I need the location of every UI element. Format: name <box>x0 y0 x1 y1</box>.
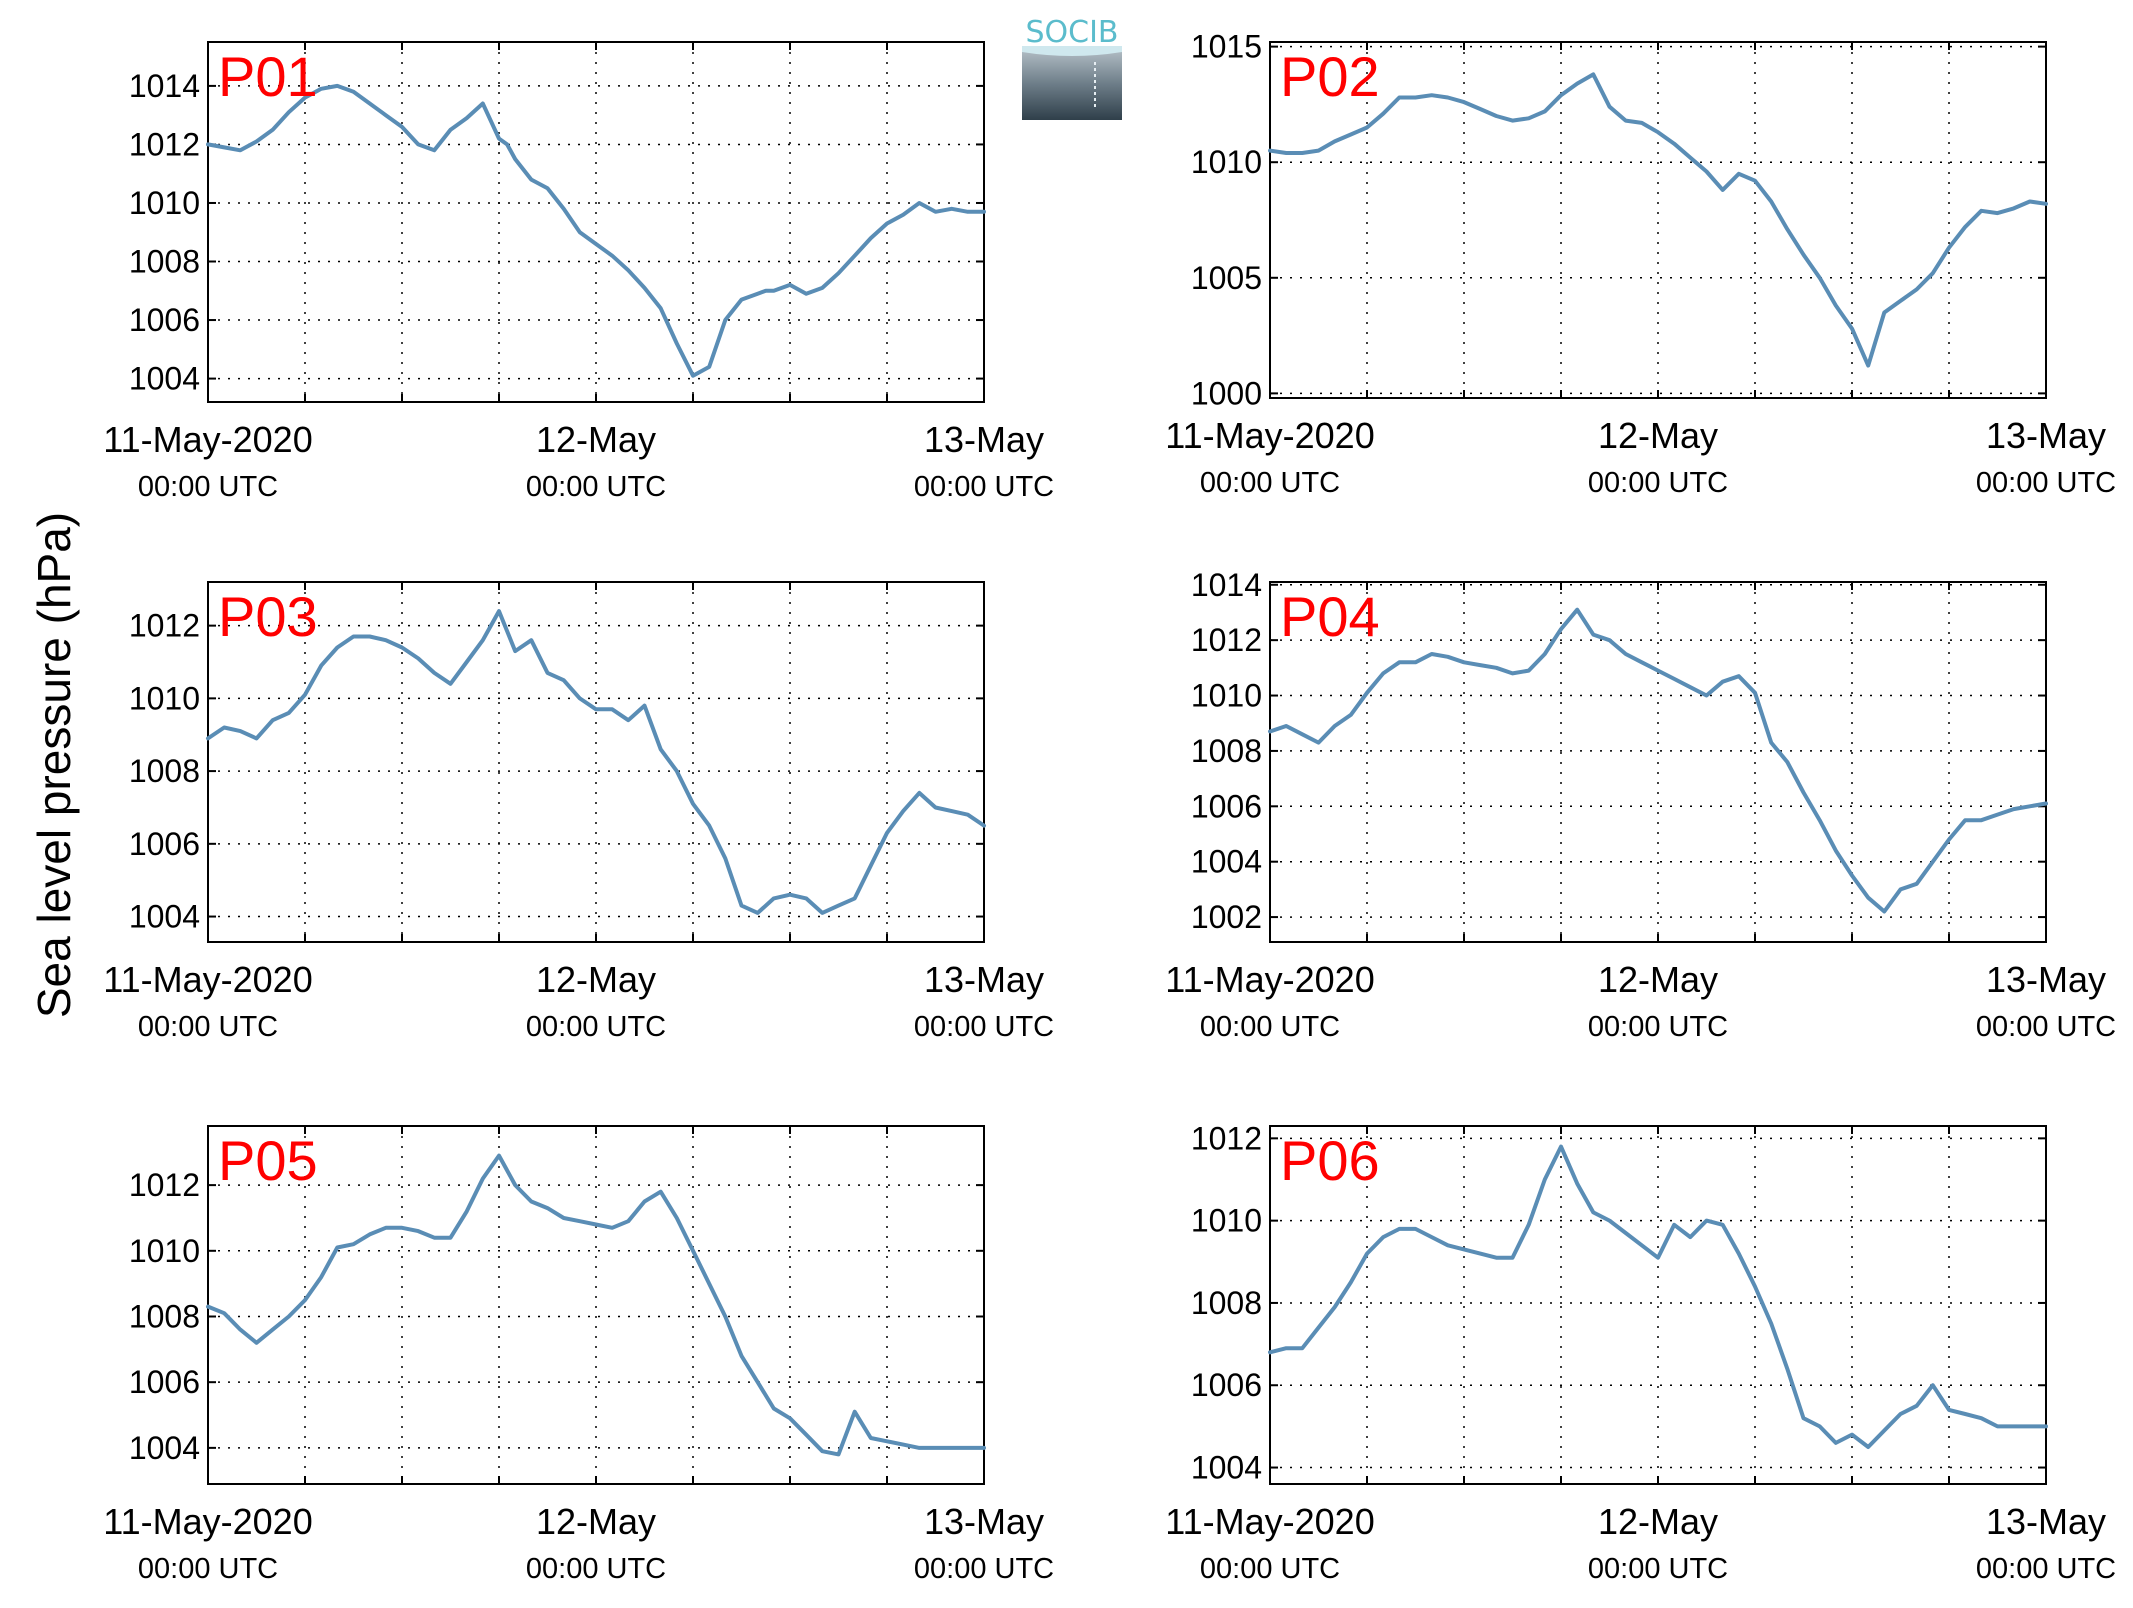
y-tick-label: 1012 <box>129 1167 200 1203</box>
x-tick-label: 11-May-2020 <box>103 419 312 460</box>
series-line <box>206 1153 986 1457</box>
logo-box <box>1022 46 1122 120</box>
y-tick-label: 1006 <box>129 302 200 338</box>
x-tick-label: 13-May <box>924 1501 1044 1542</box>
x-tick-label: 12-May <box>536 1501 656 1542</box>
x-tick-sublabel: 00:00 UTC <box>526 471 666 503</box>
x-tick-label: 11-May-2020 <box>1165 1501 1374 1542</box>
panel-label: P04 <box>1280 585 1380 648</box>
y-tick-label: 1010 <box>1191 1203 1262 1239</box>
y-tick-label: 1008 <box>129 244 200 280</box>
y-tick-label: 1010 <box>1191 144 1262 180</box>
x-tick-sublabel: 00:00 UTC <box>1200 1553 1340 1585</box>
x-tick-sublabel: 00:00 UTC <box>1588 1553 1728 1585</box>
y-tick-label: 1002 <box>1191 899 1262 935</box>
series-line <box>1268 1144 2048 1449</box>
x-tick-label: 12-May <box>536 959 656 1000</box>
x-tick-label: 13-May <box>1986 1501 2106 1542</box>
panel-label: P06 <box>1280 1129 1380 1192</box>
y-tick-label: 1006 <box>129 1364 200 1400</box>
x-tick-label: 13-May <box>1986 959 2106 1000</box>
x-tick-sublabel: 00:00 UTC <box>526 1553 666 1585</box>
panel-label: P05 <box>218 1129 318 1192</box>
logo-text: SOCIB <box>1025 15 1118 50</box>
y-tick-label: 1010 <box>1191 678 1262 714</box>
panel-label: P01 <box>218 45 318 108</box>
x-tick-label: 13-May <box>924 419 1044 460</box>
x-tick-label: 11-May-2020 <box>103 959 312 1000</box>
y-tick-label: 1006 <box>1191 788 1262 824</box>
x-tick-sublabel: 00:00 UTC <box>1976 1011 2116 1043</box>
y-tick-label: 1014 <box>129 68 200 104</box>
panel-p04: 1002 1004 1006 1008 1010 1012 1014 11-May-2020 0… <box>1165 567 2116 1043</box>
y-tick-label: 1010 <box>129 680 200 716</box>
y-tick-label: 1000 <box>1191 375 1262 411</box>
x-tick-sublabel: 00:00 UTC <box>1588 1011 1728 1043</box>
x-tick-label: 13-May <box>924 959 1044 1000</box>
axes-frame <box>1269 41 2047 399</box>
x-tick-sublabel: 00:00 UTC <box>914 471 1054 503</box>
y-tick-label: 1004 <box>129 361 200 397</box>
y-tick-label: 1010 <box>129 185 200 221</box>
panel-p06: 1004 1006 1008 1010 1012 11-May-2020 00:00 UTC… <box>1165 1120 2116 1585</box>
series-line <box>206 609 986 915</box>
x-tick-sublabel: 00:00 UTC <box>138 471 278 503</box>
panel-p05: 1004 1006 1008 1010 1012 11-May-2020 00:00 UTC… <box>103 1125 1054 1585</box>
logo-wave-icon <box>1022 46 1122 56</box>
x-tick-sublabel: 00:00 UTC <box>1200 467 1340 499</box>
x-tick-sublabel: 00:00 UTC <box>138 1553 278 1585</box>
x-tick-sublabel: 00:00 UTC <box>1588 467 1728 499</box>
y-tick-label: 1012 <box>129 608 200 644</box>
x-tick-sublabel: 00:00 UTC <box>526 1011 666 1043</box>
x-tick-sublabel: 00:00 UTC <box>1200 1011 1340 1043</box>
x-tick-label: 12-May <box>1598 959 1718 1000</box>
panel-label: P02 <box>1280 45 1380 108</box>
y-tick-label: 1015 <box>1191 29 1262 65</box>
x-tick-label: 13-May <box>1986 415 2106 456</box>
x-tick-label: 12-May <box>536 419 656 460</box>
y-tick-label: 1012 <box>1191 1120 1262 1156</box>
y-tick-label: 1008 <box>1191 733 1262 769</box>
y-tick-label: 1008 <box>129 1298 200 1334</box>
y-tick-label: 1004 <box>129 1430 200 1466</box>
panel-p03: 1004 1006 1008 1010 1012 11-May-2020 00:00 UTC… <box>103 581 1054 1043</box>
x-tick-sublabel: 00:00 UTC <box>1976 1553 2116 1585</box>
socib-logo: SOCIB <box>1022 15 1122 120</box>
x-tick-label: 12-May <box>1598 415 1718 456</box>
y-tick-label: 1004 <box>1191 844 1262 880</box>
x-tick-sublabel: 00:00 UTC <box>914 1011 1054 1043</box>
y-tick-label: 1006 <box>1191 1367 1262 1403</box>
y-tick-label: 1010 <box>129 1233 200 1269</box>
y-tick-label: 1004 <box>1191 1450 1262 1486</box>
y-axis-label: Sea level pressure (hPa) <box>28 512 80 1018</box>
y-tick-label: 1008 <box>129 753 200 789</box>
y-tick-label: 1012 <box>129 126 200 162</box>
y-tick-label: 1014 <box>1191 567 1262 603</box>
panel-p02: 1000 1005 1010 1015 11-May-2020 00:00 UTC 12-M… <box>1165 29 2116 499</box>
axes-frame <box>1269 1125 2047 1485</box>
panels: 1004 1006 1008 1010 1012 1014 11-May-2020 00:00… <box>103 29 2116 1585</box>
x-tick-sublabel: 00:00 UTC <box>138 1011 278 1043</box>
y-tick-label: 1008 <box>1191 1285 1262 1321</box>
y-tick-label: 1012 <box>1191 622 1262 658</box>
x-tick-label: 11-May-2020 <box>1165 959 1374 1000</box>
series-line <box>1268 607 2048 914</box>
series-line <box>206 83 986 378</box>
x-tick-sublabel: 00:00 UTC <box>1976 467 2116 499</box>
y-tick-label: 1004 <box>129 899 200 935</box>
panel-p01: 1004 1006 1008 1010 1012 1014 11-May-2020 00:00… <box>103 41 1054 503</box>
y-tick-label: 1006 <box>129 826 200 862</box>
y-tick-label: 1005 <box>1191 260 1262 296</box>
x-tick-label: 12-May <box>1598 1501 1718 1542</box>
panel-label: P03 <box>218 585 318 648</box>
x-tick-label: 11-May-2020 <box>1165 415 1374 456</box>
x-tick-sublabel: 00:00 UTC <box>914 1553 1054 1585</box>
x-tick-label: 11-May-2020 <box>103 1501 312 1542</box>
series-line <box>1268 72 2048 368</box>
